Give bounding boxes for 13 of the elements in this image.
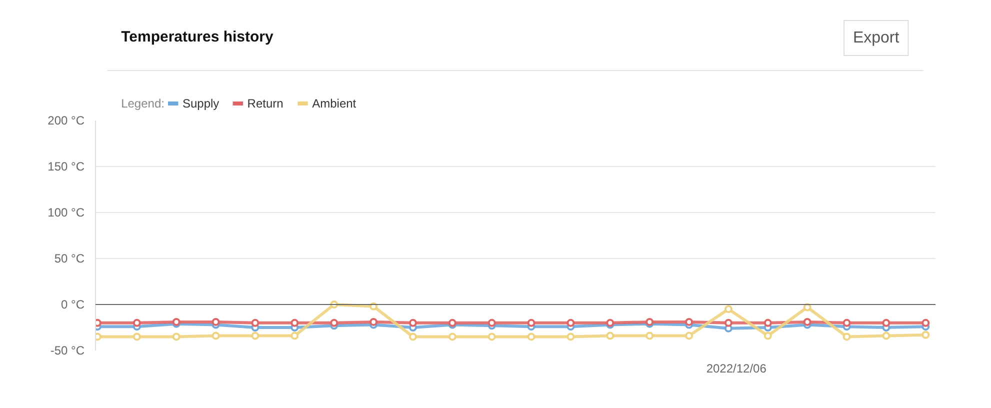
y-tick-label: 50 °C — [54, 252, 85, 266]
y-tick-label: 100 °C — [48, 206, 85, 220]
legend-label: Supply — [182, 96, 220, 110]
y-tick-label: -50 °C — [50, 344, 85, 358]
text: Export — [852, 30, 900, 46]
y-tick-label: 0 °C — [61, 298, 85, 312]
legend-label: Ambient — [312, 96, 357, 110]
legend-label: Return — [247, 96, 284, 110]
text: 2022/12/06 — [706, 362, 767, 376]
chart-title: Temperatures history — [121, 28, 274, 46]
y-tick-label: 200 °C — [48, 114, 85, 128]
y-tick-label: 150 °C — [48, 160, 85, 174]
legend-title: Legend: — [121, 96, 164, 110]
